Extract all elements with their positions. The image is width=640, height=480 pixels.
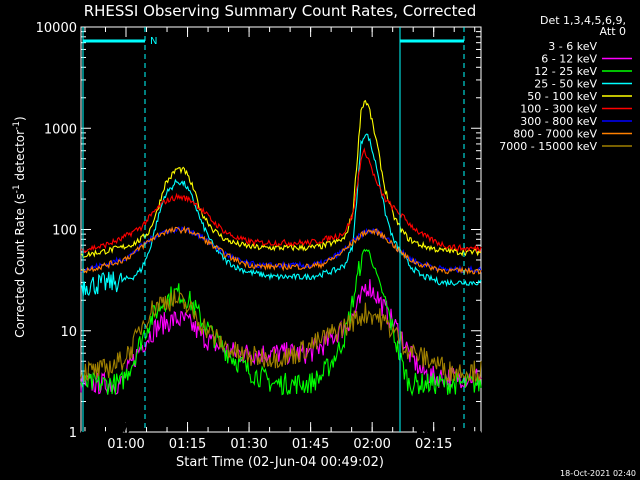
x-tick-label: 01:30 <box>230 437 267 452</box>
axes: 1 10 100 1000 10000 01:00 01:15 01:30 01:45 02:00… <box>36 21 482 452</box>
legend-header: Att 0 <box>600 25 626 38</box>
y-tick-label: 1 <box>69 426 77 441</box>
legend-entry-label: 6 - 12 keV <box>541 53 597 66</box>
legend-entry-label: 7000 - 15000 keV <box>499 140 597 153</box>
series-line-2 <box>80 248 482 397</box>
series-line-5 <box>81 147 482 254</box>
attenuator-label: N <box>150 36 157 47</box>
generated-timestamp: 18-Oct-2021 02:40 <box>560 469 636 478</box>
x-tick-label: 02:15 <box>415 437 452 452</box>
x-tick-label: 02:00 <box>353 437 390 452</box>
series-lines <box>80 99 482 434</box>
legend-entry-label: 50 - 100 keV <box>527 90 597 103</box>
chart-title: RHESSI Observing Summary Count Rates, Co… <box>84 2 477 20</box>
legend-header: Det 1,3,4,5,6,9, <box>540 14 626 27</box>
legend-entry-label: 300 - 800 keV <box>520 115 597 128</box>
series-line-8 <box>80 290 482 383</box>
y-label-exp: -1 <box>12 121 22 130</box>
y-label-part: Corrected Count Rate (s <box>13 193 27 337</box>
y-label-exp: -1 <box>12 184 22 193</box>
y-label-part: detector <box>13 130 27 185</box>
series-line-0 <box>81 289 481 434</box>
series-line-1 <box>80 279 482 395</box>
series-line-7 <box>80 225 482 275</box>
legend-entry-label: 12 - 25 keV <box>534 65 597 78</box>
y-tick-label: 10 <box>60 325 77 340</box>
y-tick-label: 100 <box>52 224 77 239</box>
y-tick-label: 10000 <box>36 21 77 36</box>
legend-entry-label: 100 - 300 keV <box>520 103 597 116</box>
y-tick-label: 1000 <box>44 122 77 137</box>
legend-entry-label: 3 - 6 keV <box>548 40 597 53</box>
y-axis-label: Corrected Count Rate (s-1 detector-1) <box>12 116 27 337</box>
legend-entry-label: 800 - 7000 keV <box>513 128 597 141</box>
series-line-4 <box>80 99 482 259</box>
x-tick-label: 01:15 <box>169 437 206 452</box>
x-tick-label: 01:00 <box>107 437 144 452</box>
x-tick-label: 01:45 <box>292 437 329 452</box>
legend-entry-label: 25 - 50 keV <box>534 78 597 91</box>
y-label-part: ) <box>13 116 27 121</box>
x-axis-label: Start Time (02-Jun-04 00:49:02) <box>176 455 384 470</box>
annotations: N <box>82 27 465 432</box>
series-line-3 <box>80 133 482 297</box>
